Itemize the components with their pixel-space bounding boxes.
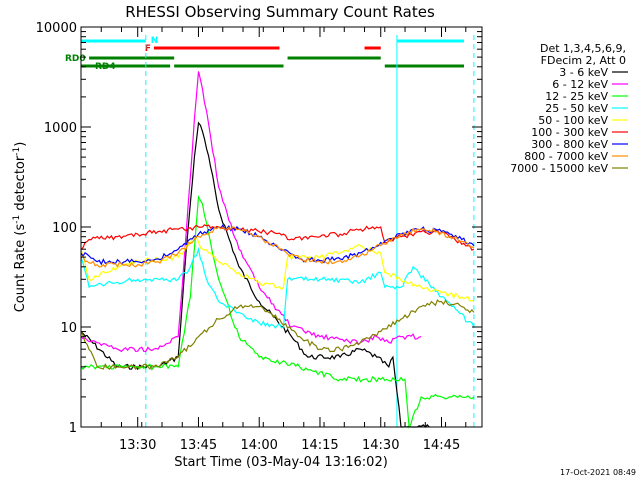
x-axis: 13:30 13:45 14:00 14:15 14:30 14:45 (80, 27, 467, 453)
y-tick-label: 10 (60, 321, 77, 336)
series-line (80, 236, 475, 303)
series-line (80, 246, 475, 329)
series-line (80, 71, 422, 353)
y-tick-label: 100 (52, 221, 77, 236)
flag-label: F (145, 44, 151, 54)
y-axis-title: Count Rate (s-1 detector-1) (12, 142, 28, 313)
flag-label: RD0 (65, 54, 86, 64)
x-tick-label: 14:45 (423, 438, 460, 453)
footer-timestamp: 17-Oct-2021 08:49 (560, 468, 636, 477)
y-axis-title-main: Count Rate (s (13, 224, 28, 313)
y-axis-title-sup1: -1 (12, 215, 22, 224)
x-tick-label: 14:00 (240, 438, 277, 453)
y-axis: 1 10 100 1000 10000 (36, 21, 482, 436)
series-lines (80, 71, 475, 430)
flag-label: N (151, 36, 159, 46)
y-tick-label: 1 (69, 421, 77, 436)
y-axis-title-end: ) (13, 142, 28, 147)
series-line (80, 224, 475, 251)
legend-header-line1: Det 1,3,4,5,6,9, (540, 42, 626, 55)
legend-entry-label: 3 - 6 keV (559, 66, 608, 79)
x-tick-label: 13:45 (180, 438, 217, 453)
flag-label: RD4 (95, 62, 116, 72)
legend-entry-label: 300 - 800 keV (531, 138, 608, 151)
x-tick-label: 14:15 (301, 438, 338, 453)
legend-entry-label: 7000 - 15000 keV (510, 162, 608, 175)
legend-entry-label: 12 - 25 keV (545, 90, 608, 103)
series-line (80, 226, 475, 268)
flag-bars: NF RD0 RD4 (65, 36, 464, 72)
y-axis-title-mid: detector (13, 155, 28, 215)
series-line (80, 299, 475, 371)
legend-header-line2: FDecim 2, Att 0 (541, 54, 626, 67)
chart-title: RHESSI Observing Summary Count Rates (125, 3, 435, 21)
y-tick-label: 10000 (36, 21, 77, 36)
y-axis-title-sup2: -1 (12, 147, 22, 156)
legend-entry-label: 100 - 300 keV (531, 126, 608, 139)
y-tick-label: 1000 (44, 121, 77, 136)
legend-entry-label: 6 - 12 keV (552, 78, 608, 91)
x-tick-label: 14:30 (362, 438, 399, 453)
x-tick-label: 13:30 (119, 438, 156, 453)
legend: Det 1,3,4,5,6,9, FDecim 2, Att 0 3 - 6 k… (510, 42, 628, 175)
legend-entry-label: 800 - 7000 keV (524, 150, 608, 163)
legend-entry-label: 50 - 100 keV (538, 114, 608, 127)
x-axis-title: Start Time (03-May-04 13:16:02) (174, 455, 388, 470)
legend-entry-label: 25 - 50 keV (545, 102, 608, 115)
